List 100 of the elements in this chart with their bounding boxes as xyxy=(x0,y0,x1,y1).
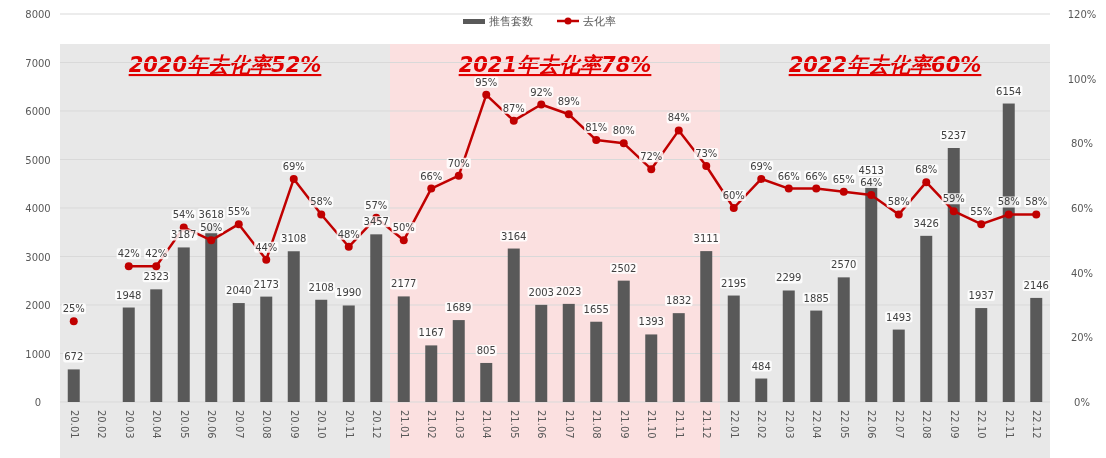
x-tick-label: 20.05 xyxy=(178,410,190,439)
y-tick-label: 4000 xyxy=(25,203,51,214)
data-label: 58% xyxy=(1025,196,1048,208)
data-label: 81% xyxy=(585,122,608,134)
y2-tick-label: 120% xyxy=(1067,9,1097,20)
data-label: 5237 xyxy=(941,130,967,142)
data-label: 1832 xyxy=(666,295,692,307)
y-tick-label: 3000 xyxy=(25,251,51,263)
data-label: 55% xyxy=(970,206,993,218)
data-label: 2040 xyxy=(226,285,252,297)
data-label: 3187 xyxy=(171,229,197,241)
data-label: 72% xyxy=(640,151,663,163)
data-label: 2003 xyxy=(528,286,554,298)
x-tick-label: 21.01 xyxy=(398,410,410,439)
y-tick-label: 1000 xyxy=(25,348,51,360)
data-label: 3164 xyxy=(501,230,527,242)
data-label: 95% xyxy=(475,76,498,88)
data-label: 42% xyxy=(145,248,168,260)
data-label: 1393 xyxy=(638,316,664,328)
x-tick-label: 22.01 xyxy=(728,410,740,439)
x-tick-label: 21.07 xyxy=(563,410,575,439)
data-label: 1948 xyxy=(116,289,142,301)
data-label: 2108 xyxy=(308,281,334,293)
data-label: 1689 xyxy=(446,302,472,314)
x-tick-label: 21.02 xyxy=(426,410,438,439)
data-label: 2570 xyxy=(831,259,857,271)
x-tick-label: 21.12 xyxy=(701,410,713,439)
x-tick-label: 22.11 xyxy=(1003,410,1015,439)
data-label: 80% xyxy=(612,125,635,137)
x-tick-label: 20.01 xyxy=(68,410,80,439)
data-label: 48% xyxy=(337,228,360,240)
data-label: 54% xyxy=(172,209,195,221)
data-label: 59% xyxy=(942,193,965,205)
data-label: 3426 xyxy=(913,217,939,229)
x-tick-label: 22.10 xyxy=(976,410,988,439)
y-tick-label: 2000 xyxy=(25,300,51,311)
y2-tick-label: 60% xyxy=(1070,203,1094,214)
x-tick-label: 22.08 xyxy=(921,410,933,439)
data-label: 2146 xyxy=(1023,279,1049,291)
data-label: 64% xyxy=(860,177,883,189)
x-tick-label: 21.06 xyxy=(536,410,548,439)
data-label: 57% xyxy=(365,199,388,211)
x-tick-label: 21.04 xyxy=(481,410,493,439)
x-tick-label: 21.08 xyxy=(591,410,603,439)
data-label: 66% xyxy=(420,170,443,182)
y-tick-label: 0 xyxy=(34,397,42,408)
y2-tick-label: 40% xyxy=(1070,267,1094,279)
x-tick-label: 20.08 xyxy=(261,410,273,439)
x-tick-label: 21.09 xyxy=(618,410,630,439)
data-label: 4513 xyxy=(858,165,884,177)
x-tick-label: 22.05 xyxy=(838,410,850,439)
data-label: 92% xyxy=(530,86,553,98)
y2-tick-label: 80% xyxy=(1070,138,1094,150)
data-label: 73% xyxy=(695,147,718,159)
y-tick-label: 6000 xyxy=(25,106,51,117)
y-tick-label: 5000 xyxy=(25,154,51,166)
y-tick-label: 7000 xyxy=(25,57,51,69)
data-label: 69% xyxy=(750,160,773,172)
data-label: 58% xyxy=(997,196,1020,208)
data-label: 55% xyxy=(227,206,250,218)
data-label: 1990 xyxy=(336,287,362,299)
x-tick-label: 22.06 xyxy=(866,410,878,439)
data-label: 2177 xyxy=(391,278,417,290)
data-label: 65% xyxy=(832,173,855,185)
data-label: 3111 xyxy=(693,233,719,245)
data-label: 70% xyxy=(447,157,470,169)
data-label: 58% xyxy=(310,196,333,208)
x-tick-label: 20.09 xyxy=(288,410,300,439)
data-label: 1655 xyxy=(583,303,609,315)
data-label: 69% xyxy=(282,160,305,172)
data-label: 66% xyxy=(805,170,828,182)
data-label: 60% xyxy=(722,190,745,201)
data-label: 1167 xyxy=(418,327,444,339)
x-tick-label: 22.02 xyxy=(756,410,768,439)
x-tick-label: 21.11 xyxy=(673,410,685,439)
x-tick-label: 20.04 xyxy=(151,410,163,439)
data-label: 50% xyxy=(392,222,415,234)
data-label: 42% xyxy=(117,248,140,260)
data-label: 3108 xyxy=(281,233,307,245)
data-label: 2173 xyxy=(253,278,279,290)
data-label: 3457 xyxy=(363,216,389,228)
x-tick-label: 20.12 xyxy=(371,410,383,439)
y-tick-label: 8000 xyxy=(25,9,51,20)
data-label: 1493 xyxy=(886,311,912,323)
x-tick-label: 20.10 xyxy=(316,410,328,439)
data-label: 87% xyxy=(502,102,525,114)
legend-label: 推售套数 xyxy=(489,15,533,28)
data-label: 805 xyxy=(476,344,496,356)
data-label: 2323 xyxy=(143,271,169,283)
y2-tick-label: 100% xyxy=(1067,73,1097,85)
x-tick-label: 22.04 xyxy=(811,410,823,439)
data-label: 68% xyxy=(915,164,938,176)
data-label: 58% xyxy=(887,196,910,208)
x-tick-label: 20.02 xyxy=(96,410,108,439)
x-tick-label: 22.12 xyxy=(1031,410,1043,439)
y2-tick-label: 0% xyxy=(1074,397,1090,408)
data-label: 2502 xyxy=(611,262,637,274)
x-tick-label: 22.09 xyxy=(948,410,960,439)
x-tick-label: 20.03 xyxy=(123,410,135,439)
data-label: 2023 xyxy=(556,285,582,297)
